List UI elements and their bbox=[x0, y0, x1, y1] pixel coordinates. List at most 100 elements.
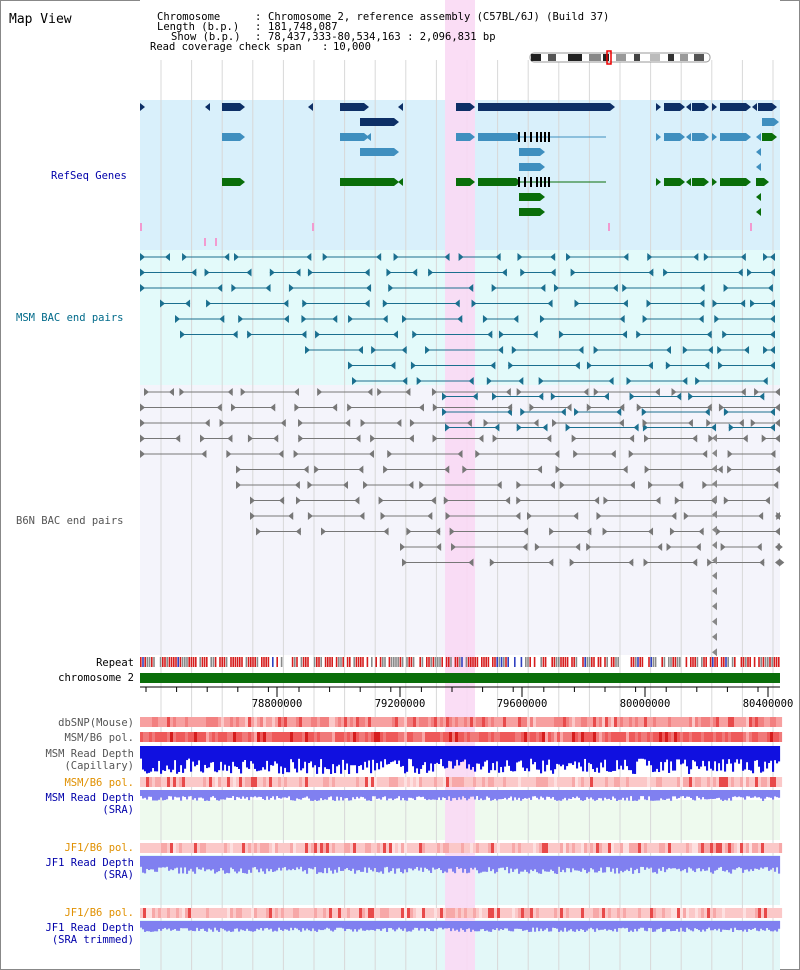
bac-end bbox=[449, 527, 455, 536]
b6n-bac-track[interactable] bbox=[140, 388, 785, 657]
heat-cell bbox=[569, 908, 573, 918]
heat-cell bbox=[557, 843, 561, 853]
heat-cell bbox=[248, 717, 252, 727]
heat-cell bbox=[182, 908, 186, 918]
depth-bar bbox=[420, 790, 423, 798]
heat-cell bbox=[581, 908, 585, 918]
bac-end bbox=[388, 284, 394, 292]
heat-cell bbox=[722, 777, 726, 787]
depth-bar bbox=[572, 856, 575, 869]
repeat-mark bbox=[685, 657, 688, 667]
depth-bar bbox=[400, 921, 403, 930]
depth-bar bbox=[346, 921, 349, 929]
depth-bar bbox=[212, 746, 215, 763]
depth-bar bbox=[442, 921, 445, 930]
bac-end bbox=[550, 268, 556, 277]
heat-cell bbox=[368, 777, 372, 787]
heat-cell bbox=[764, 717, 768, 727]
depth-bar bbox=[154, 746, 157, 772]
depth-bar bbox=[278, 856, 281, 868]
heat-cell bbox=[587, 732, 591, 742]
repeat-mark bbox=[346, 657, 349, 667]
heat-cell bbox=[476, 717, 480, 727]
heat-cell bbox=[314, 717, 318, 727]
heat-cell bbox=[170, 908, 174, 918]
refseq-label[interactable]: RefSeq Genes bbox=[51, 170, 127, 182]
heat-cell bbox=[455, 843, 459, 853]
heat-cell bbox=[323, 732, 327, 742]
bac-end bbox=[432, 403, 438, 412]
msm-bac-label[interactable]: MSM BAC end pairs bbox=[16, 312, 123, 324]
depth-bar bbox=[728, 921, 731, 931]
show-value: 78,437,333-80,534,163 : 2,096,831 bp bbox=[268, 31, 496, 43]
heat-cell bbox=[311, 908, 315, 918]
depth-bar bbox=[152, 856, 155, 870]
depth-bar bbox=[198, 790, 201, 798]
depth-bar bbox=[612, 790, 615, 797]
depth-bar bbox=[472, 746, 475, 767]
heat-cell bbox=[392, 777, 396, 787]
depth-bar bbox=[228, 746, 231, 766]
heat-cell bbox=[260, 843, 264, 853]
chromosome-bar[interactable] bbox=[140, 673, 780, 683]
depth-bar bbox=[456, 746, 459, 760]
depth-bar bbox=[604, 856, 607, 873]
depth-bar bbox=[242, 746, 245, 762]
heat-cell bbox=[623, 843, 627, 853]
depth-bar bbox=[262, 856, 265, 872]
bac-end bbox=[294, 481, 300, 489]
repeat-mark bbox=[696, 657, 699, 667]
bac-end bbox=[445, 512, 451, 520]
heat-cell bbox=[299, 843, 303, 853]
depth-bar bbox=[742, 921, 745, 932]
heat-cell bbox=[365, 777, 369, 787]
depth-bar bbox=[600, 856, 603, 868]
strand-marker bbox=[205, 103, 210, 111]
strand-marker bbox=[756, 148, 761, 156]
heat-cell bbox=[425, 908, 429, 918]
depth-bar bbox=[678, 856, 681, 869]
repeat-mark bbox=[470, 657, 472, 667]
depth-bar bbox=[196, 746, 199, 765]
repeat-mark bbox=[586, 657, 589, 667]
depth-bar bbox=[476, 790, 479, 797]
heat-cell bbox=[485, 777, 489, 787]
repeat-mark bbox=[353, 657, 355, 667]
b6n-bac-label[interactable]: B6N BAC end pairs bbox=[16, 515, 123, 527]
depth-bar bbox=[570, 746, 573, 764]
repeat-track[interactable] bbox=[140, 657, 780, 667]
depth-bar bbox=[412, 746, 415, 767]
heat-cell bbox=[230, 908, 234, 918]
axis-tick-label: 78800000 bbox=[252, 698, 303, 710]
repeat-mark bbox=[705, 657, 707, 667]
chromosome-ideogram[interactable] bbox=[529, 50, 711, 65]
heat-cell bbox=[479, 843, 483, 853]
depth-bar bbox=[282, 856, 285, 868]
heat-cell bbox=[473, 717, 477, 727]
depth-bar bbox=[724, 790, 727, 800]
heat-cell bbox=[332, 777, 336, 787]
bac-end bbox=[475, 450, 481, 458]
heat-cell bbox=[200, 908, 204, 918]
bac-end bbox=[401, 346, 407, 354]
depth-bar bbox=[770, 856, 773, 870]
refseq-gene-track[interactable] bbox=[140, 103, 779, 246]
depth-bar bbox=[550, 856, 553, 870]
heat-cell bbox=[374, 717, 378, 727]
repeat-mark bbox=[496, 657, 498, 667]
bac-end bbox=[737, 268, 743, 277]
heat-cell bbox=[386, 717, 390, 727]
heat-cell bbox=[557, 777, 561, 787]
msm-bac-track[interactable] bbox=[140, 253, 775, 432]
depth-bar bbox=[504, 856, 507, 871]
strand-marker bbox=[712, 587, 717, 595]
ideogram-band bbox=[603, 54, 609, 61]
depth-bar bbox=[430, 856, 433, 873]
heat-cell bbox=[413, 908, 417, 918]
bac-end bbox=[775, 527, 780, 536]
depth-bar bbox=[410, 790, 413, 798]
heat-cell bbox=[449, 717, 453, 727]
polymorphism-tracks[interactable] bbox=[140, 717, 783, 932]
bac-end bbox=[402, 377, 408, 385]
